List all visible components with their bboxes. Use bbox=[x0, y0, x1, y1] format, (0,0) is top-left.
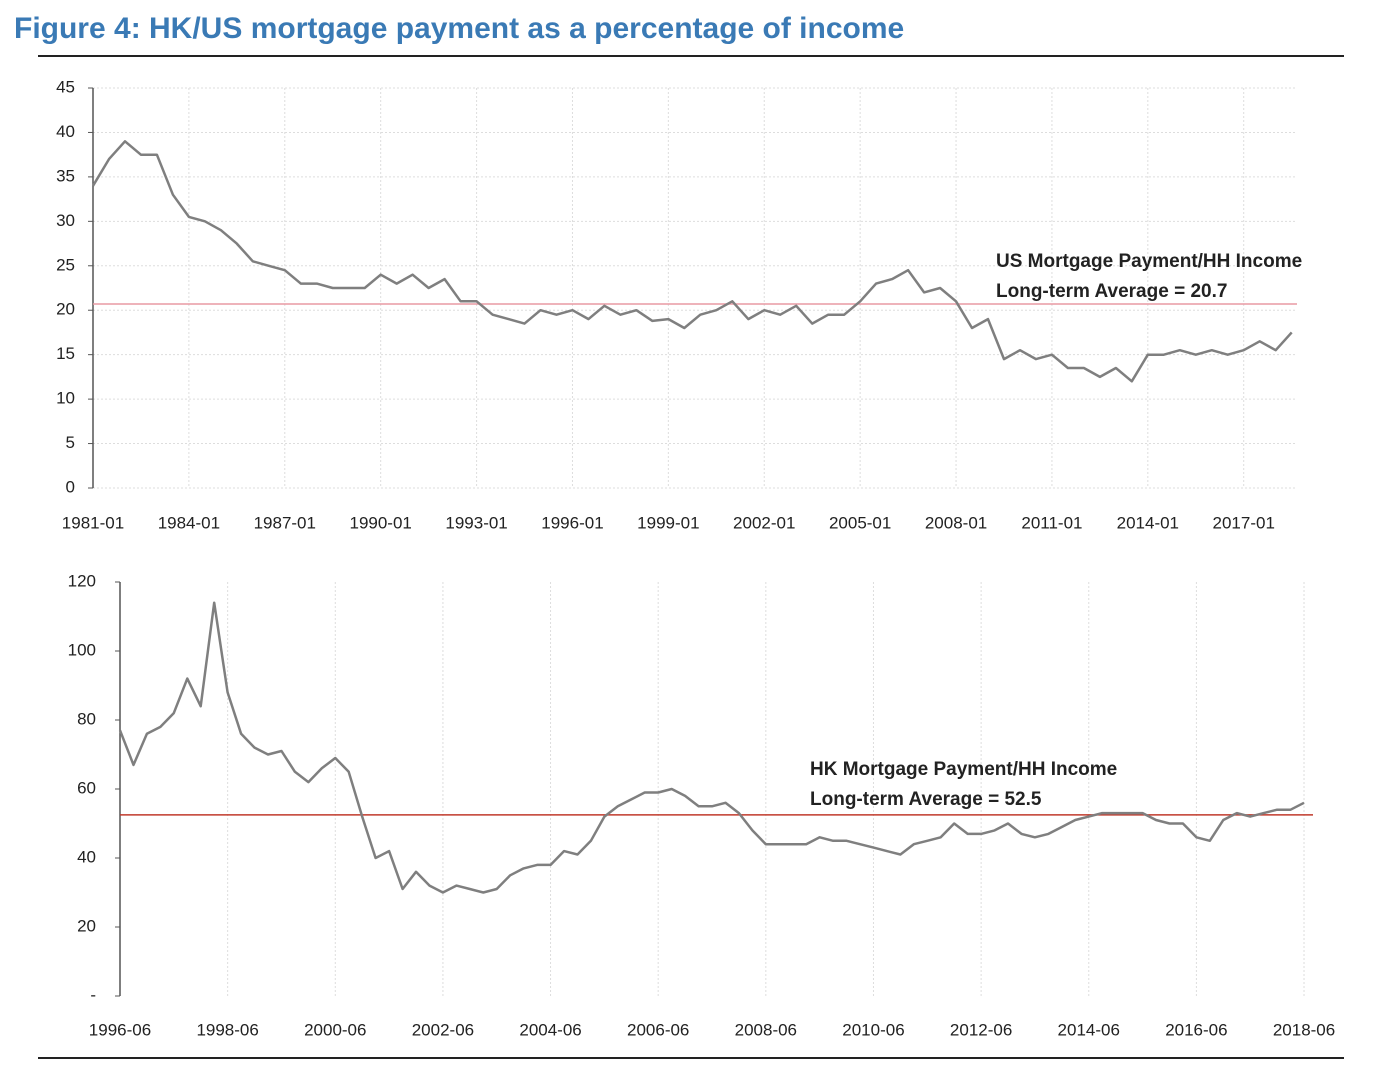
y-tick-label: 35 bbox=[56, 166, 75, 185]
y-tick-label: 5 bbox=[66, 433, 75, 452]
x-tick-label: 1999-01 bbox=[637, 513, 699, 532]
x-tick-label: 2018-06 bbox=[1273, 1020, 1335, 1039]
x-tick-label: 2014-01 bbox=[1117, 513, 1179, 532]
y-tick-label: 120 bbox=[68, 571, 96, 590]
x-tick-label: 2004-06 bbox=[519, 1020, 581, 1039]
x-tick-label: 2002-06 bbox=[412, 1020, 474, 1039]
data-line bbox=[91, 140, 1293, 383]
x-tick-label: 2011-01 bbox=[1021, 513, 1082, 532]
x-tick-label: 1987-01 bbox=[254, 513, 316, 532]
annotation: HK Mortgage Payment/HH Income bbox=[810, 759, 1117, 780]
x-tick-label: 2008-06 bbox=[735, 1020, 797, 1039]
y-tick-label: 45 bbox=[56, 77, 75, 96]
x-tick-label: 2005-01 bbox=[829, 513, 891, 532]
x-tick-label: 2002-01 bbox=[733, 513, 795, 532]
y-tick-label: 15 bbox=[56, 344, 75, 363]
x-tick-label: 2006-06 bbox=[627, 1020, 689, 1039]
y-tick-label: 40 bbox=[77, 847, 96, 866]
annotation: Long-term Average = 20.7 bbox=[996, 281, 1227, 302]
y-tick-label: 20 bbox=[56, 300, 75, 319]
x-tick-label: 1993-01 bbox=[445, 513, 507, 532]
y-tick-label: 0 bbox=[66, 477, 75, 496]
y-tick-label: 10 bbox=[56, 389, 75, 408]
x-tick-label: 1996-06 bbox=[89, 1020, 151, 1039]
x-tick-label: 2017-01 bbox=[1213, 513, 1275, 532]
y-tick-label: 30 bbox=[56, 211, 75, 230]
x-tick-label: 1996-01 bbox=[541, 513, 603, 532]
x-tick-label: 2016-06 bbox=[1165, 1020, 1227, 1039]
y-tick-label: - bbox=[90, 985, 96, 1004]
x-tick-label: 2014-06 bbox=[1058, 1020, 1120, 1039]
x-tick-label: 1981-01 bbox=[62, 513, 124, 532]
x-tick-label: 1998-06 bbox=[196, 1020, 258, 1039]
y-tick-label: 25 bbox=[56, 255, 75, 274]
x-tick-label: 2008-01 bbox=[925, 513, 987, 532]
x-tick-label: 1990-01 bbox=[349, 513, 411, 532]
annotation: US Mortgage Payment/HH Income bbox=[996, 251, 1302, 272]
y-tick-label: 40 bbox=[56, 122, 75, 141]
annotation: Long-term Average = 52.5 bbox=[810, 789, 1042, 810]
y-tick-label: 80 bbox=[77, 709, 96, 728]
figure-title: Figure 4: HK/US mortgage payment as a pe… bbox=[14, 12, 904, 45]
x-tick-label: 2012-06 bbox=[950, 1020, 1012, 1039]
data-line bbox=[118, 601, 1305, 894]
x-tick-label: 1984-01 bbox=[158, 513, 220, 532]
x-tick-label: 2010-06 bbox=[842, 1020, 904, 1039]
y-tick-label: 20 bbox=[77, 916, 96, 935]
y-tick-label: 60 bbox=[77, 778, 96, 797]
y-tick-label: 100 bbox=[68, 640, 96, 659]
x-tick-label: 2000-06 bbox=[304, 1020, 366, 1039]
